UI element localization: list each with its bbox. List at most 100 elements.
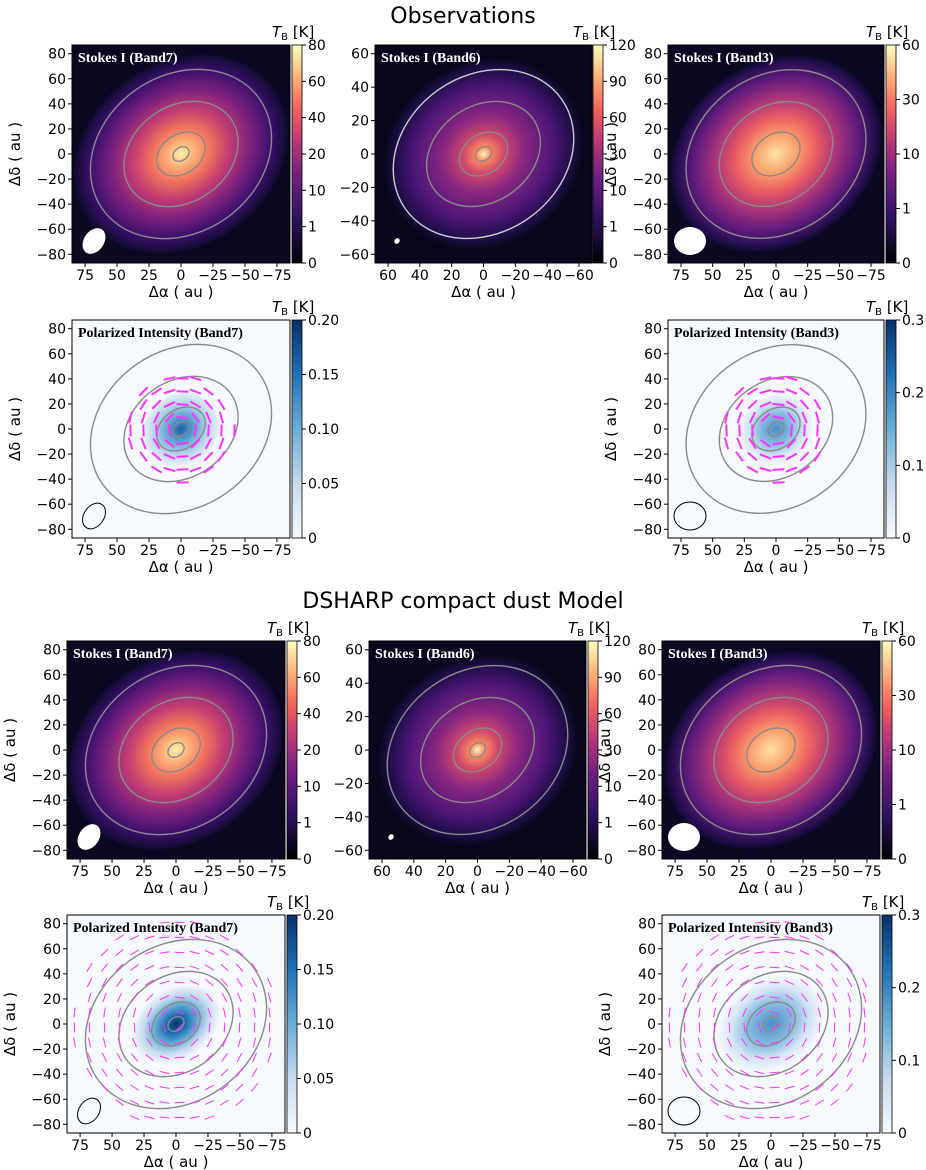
- polarization-vector: [251, 1067, 258, 1078]
- polarization-vector: [221, 1053, 228, 1062]
- x-axis-label: Δα ( au ): [451, 283, 516, 301]
- polarization-vector: [101, 1052, 108, 1063]
- y-tick-label: −80: [31, 1117, 61, 1133]
- polarization-vector: [189, 1054, 200, 1061]
- x-tick-label: 50: [704, 268, 722, 284]
- polarization-vector: [863, 1037, 866, 1048]
- colorbar-label: TB [K]: [862, 619, 904, 639]
- polarization-vector: [769, 1056, 780, 1059]
- y-tick-label: −40: [36, 472, 66, 488]
- polarization-vector: [747, 451, 758, 462]
- polarization-vector: [163, 376, 176, 381]
- polarization-vector: [726, 993, 733, 1002]
- x-tick-label: −40: [532, 268, 562, 284]
- polarization-vector: [118, 1007, 121, 1018]
- polarization-vector: [800, 978, 809, 987]
- colorbar-tick-label: 90: [604, 670, 622, 686]
- model-title: DSHARP compact dust Model: [302, 589, 624, 614]
- polarization-vector: [728, 1022, 731, 1033]
- colorbar-tick-label: 0: [898, 1126, 907, 1142]
- polarization-vector: [144, 1100, 155, 1105]
- x-tick-label: −25: [193, 864, 223, 880]
- x-tick-label: −50: [825, 543, 855, 559]
- polarization-vector: [785, 400, 798, 409]
- polarization-vector: [204, 964, 215, 971]
- colorbar-tick-label: 60: [902, 38, 920, 54]
- x-tick-label: 20: [443, 268, 461, 284]
- polarization-vector: [786, 1007, 793, 1018]
- contour-line: [718, 100, 834, 208]
- x-tick-label: 50: [698, 864, 716, 880]
- x-tick-label: 50: [698, 1138, 716, 1154]
- panel-obs-b3-p: Polarized Intensity (Band3) 75 50 25 0 −25 −50…: [602, 298, 924, 576]
- x-tick-label: −25: [788, 864, 818, 880]
- polarization-vector: [724, 949, 735, 956]
- polarization-vector: [148, 1022, 151, 1033]
- y-tick-label: −40: [339, 214, 369, 230]
- beam-ellipse: [667, 1096, 701, 1126]
- y-tick-label: −60: [626, 1092, 656, 1108]
- polarization-vector: [799, 1115, 810, 1120]
- colorbar-tick-label: 90: [609, 74, 627, 90]
- polarization-vector: [711, 978, 718, 987]
- polarization-vector: [167, 424, 172, 437]
- y-tick-label: −60: [36, 497, 66, 513]
- polarization-vector: [739, 1115, 750, 1120]
- polarization-vector: [769, 1041, 780, 1044]
- panel-mod-b7-i: Stokes I (Band7) 75 50 25 0 −25 −50 −75 80 60 40 20…: [1, 619, 321, 897]
- y-tick-label: −20: [632, 447, 662, 463]
- polarization-vector: [772, 468, 785, 471]
- polarization-vector: [155, 424, 158, 437]
- colorbar-tick-label: 1: [609, 220, 618, 236]
- colorbar-tick-label: 0: [303, 1126, 312, 1142]
- polarization-vector: [73, 1007, 76, 1018]
- polarization-vector: [814, 411, 821, 424]
- y-tick-label: 0: [52, 743, 61, 759]
- polarization-vector: [189, 452, 202, 461]
- x-tick-label: −25: [198, 268, 228, 284]
- polarization-vector: [204, 949, 215, 956]
- x-tick-label: −50: [230, 543, 260, 559]
- polarization-vector: [253, 1007, 256, 1018]
- polarization-vector: [86, 963, 93, 972]
- polarization-vector: [814, 437, 821, 450]
- colorbar-label: TB [K]: [573, 23, 615, 43]
- colorbar-tick-label: 40: [303, 707, 321, 723]
- x-tick-label: 25: [135, 864, 153, 880]
- polarization-vector: [193, 424, 198, 437]
- y-tick-label: −80: [36, 522, 66, 538]
- polarization-vector: [725, 978, 734, 987]
- polarization-vector: [755, 1008, 764, 1017]
- polarization-vector: [238, 1022, 241, 1033]
- polarization-vector: [785, 994, 794, 1001]
- y-tick-label: 0: [52, 1017, 61, 1033]
- polarization-vector: [205, 411, 212, 424]
- colorbar-tick-label: 60: [303, 670, 321, 686]
- x-tick-label: 60: [373, 864, 391, 880]
- emission-blob: [718, 975, 824, 1073]
- polarization-vector: [833, 1022, 836, 1033]
- polarization-vector: [831, 978, 838, 987]
- y-tick-label: 40: [638, 693, 656, 709]
- contour-line: [713, 696, 829, 804]
- polarization-vector: [746, 387, 759, 396]
- polarization-vector: [698, 1007, 701, 1018]
- colorbar-tick-label: 0.2: [898, 981, 920, 997]
- polarization-vector: [159, 1039, 170, 1046]
- emission-blob: [377, 654, 578, 846]
- y-tick-label: −80: [626, 1117, 656, 1133]
- polarization-vector: [784, 1116, 795, 1119]
- polarization-vector: [189, 935, 200, 940]
- polarization-vector: [203, 399, 214, 410]
- polarization-vector: [735, 398, 744, 411]
- colorbar-label: TB [K]: [862, 893, 904, 913]
- polarization-vector: [799, 964, 810, 971]
- polarization-vector: [772, 377, 785, 380]
- y-tick-label: −60: [339, 247, 369, 263]
- colorbar: [291, 44, 303, 264]
- polarization-vector: [681, 1067, 688, 1078]
- polarization-vector: [144, 1069, 155, 1076]
- panel-mod-b3-i: Stokes I (Band3) 75 50 25 0 −25 −50 −75 80 60 40 20…: [596, 619, 916, 897]
- colorbar-tick-label: 0: [308, 531, 317, 547]
